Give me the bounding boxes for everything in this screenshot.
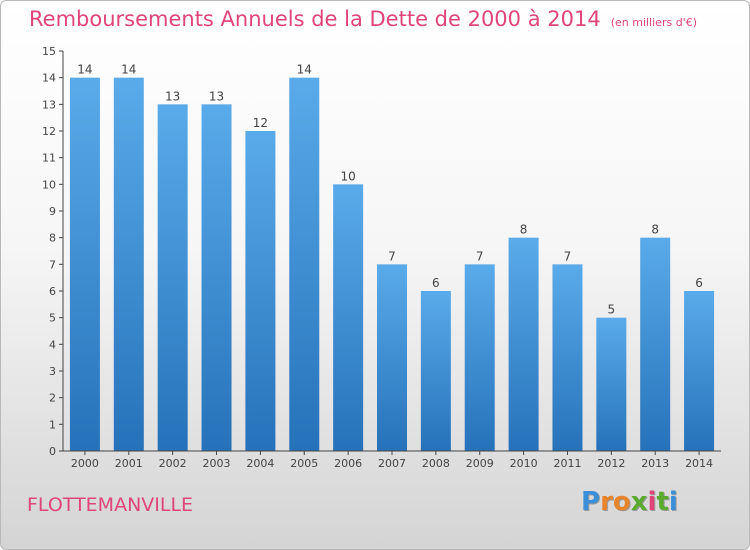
- logo-letter: x: [630, 487, 648, 517]
- logo-letter: r: [600, 487, 613, 517]
- bar-value-label: 7: [388, 249, 396, 263]
- bar-value-label: 6: [432, 276, 440, 290]
- logo-letter: i: [668, 487, 678, 517]
- bar: [684, 291, 715, 451]
- bar-value-label: 8: [651, 223, 659, 237]
- y-tick-label: 11: [42, 152, 56, 165]
- bar-value-label: 13: [209, 89, 224, 103]
- x-tick-label: 2007: [378, 457, 406, 470]
- y-tick-label: 1: [49, 418, 56, 431]
- commune-name: FLOTTEMANVILLE: [27, 494, 194, 516]
- x-tick-label: 2006: [334, 457, 362, 470]
- bar: [508, 237, 539, 451]
- bar-value-label: 12: [253, 116, 268, 130]
- bar: [201, 104, 232, 451]
- chart-title: Remboursements Annuels de la Dette de 20…: [29, 7, 697, 31]
- x-tick-label: 2009: [466, 457, 494, 470]
- bar-value-label: 7: [564, 249, 572, 263]
- y-tick-label: 12: [42, 125, 56, 138]
- chart-title-text: Remboursements Annuels de la Dette de 20…: [29, 7, 601, 31]
- bar-value-label: 6: [695, 276, 703, 290]
- x-tick-label: 2000: [71, 457, 99, 470]
- y-tick-label: 7: [49, 258, 56, 271]
- bar-value-label: 8: [520, 223, 528, 237]
- bar: [289, 77, 320, 452]
- chart-subtitle: (en milliers d'€): [610, 16, 697, 29]
- y-tick-label: 14: [42, 72, 56, 85]
- y-tick-label: 2: [49, 392, 56, 405]
- bar-value-label: 7: [476, 249, 484, 263]
- x-tick-label: 2010: [510, 457, 538, 470]
- logo-letter: o: [612, 487, 631, 517]
- bar-value-label: 13: [165, 89, 180, 103]
- bar: [596, 317, 627, 451]
- bar-value-label: 14: [77, 63, 92, 77]
- x-tick-label: 2008: [422, 457, 450, 470]
- bar: [245, 131, 276, 451]
- x-tick-label: 2003: [203, 457, 231, 470]
- bar-value-label: 14: [297, 63, 312, 77]
- y-tick-label: 0: [49, 445, 56, 458]
- x-tick-label: 2005: [290, 457, 318, 470]
- x-tick-label: 2011: [553, 457, 581, 470]
- x-axis: 2000 2001 2002 2003 2004 2005 2006 2007 2008 2009…: [63, 450, 721, 470]
- y-tick-label: 6: [49, 285, 56, 298]
- y-tick-label: 5: [49, 312, 56, 325]
- logo-letter: t: [656, 487, 669, 517]
- y-tick-label: 15: [42, 45, 56, 58]
- x-tick-label: 2004: [246, 457, 274, 470]
- bar: [552, 264, 583, 451]
- proxiti-logo: Proxiti: [581, 487, 678, 517]
- logo-letter: i: [647, 487, 657, 517]
- bar: [333, 184, 364, 452]
- bar-value-label: 5: [608, 303, 616, 317]
- bar: [377, 264, 407, 451]
- bar: [464, 264, 495, 451]
- bar: [113, 77, 144, 452]
- y-tick-label: 4: [49, 338, 56, 351]
- x-tick-label: 2002: [159, 457, 187, 470]
- y-tick-label: 3: [49, 365, 56, 378]
- bar: [69, 77, 100, 452]
- y-tick-label: 8: [49, 232, 56, 245]
- x-tick-label: 2014: [685, 457, 713, 470]
- x-tick-label: 2001: [115, 457, 143, 470]
- bar: [157, 104, 188, 451]
- logo-letter: P: [581, 487, 601, 517]
- bar-series: 14 14 13 13 12 14 10 7 6 7 8 7 5 8 6: [69, 63, 715, 452]
- bar-value-label: 10: [340, 169, 355, 183]
- bar-value-label: 14: [121, 63, 136, 77]
- y-tick-label: 10: [42, 178, 56, 191]
- bar: [420, 291, 451, 451]
- bar: [640, 237, 671, 451]
- y-tick-label: 13: [42, 98, 56, 111]
- x-tick-label: 2013: [641, 457, 669, 470]
- y-tick-label: 9: [49, 205, 56, 218]
- x-tick-label: 2012: [597, 457, 625, 470]
